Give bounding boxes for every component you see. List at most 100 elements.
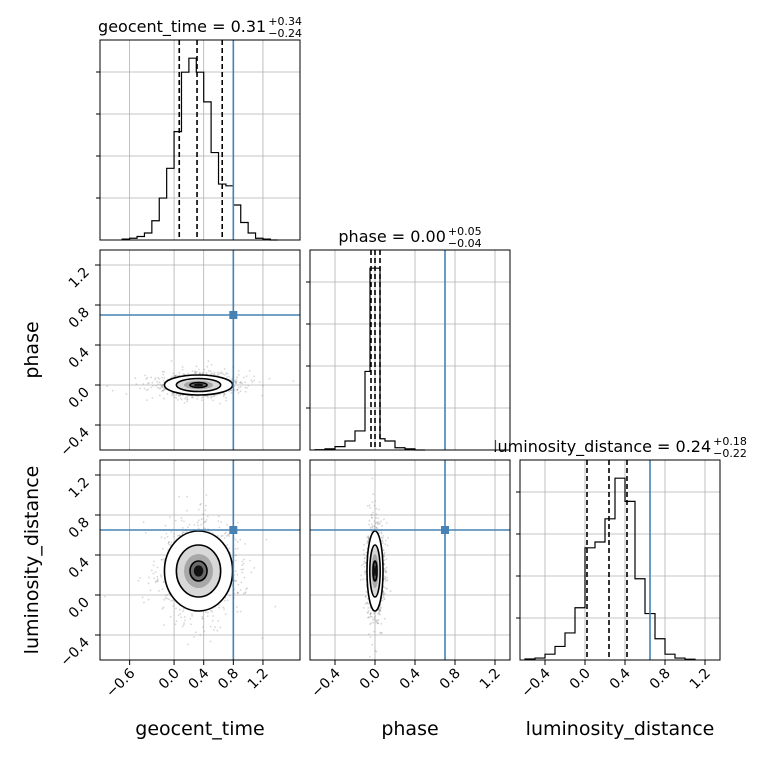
sample-point	[219, 402, 222, 405]
sample-point	[182, 623, 185, 626]
sample-point	[152, 384, 154, 387]
sample-point	[372, 618, 374, 621]
sample-point	[177, 394, 180, 397]
sample-point	[372, 493, 375, 496]
sample-point	[157, 376, 160, 379]
sample-point	[173, 535, 175, 538]
sample-point	[373, 525, 376, 528]
sample-point	[157, 383, 160, 386]
panel-2d-geocent_time-luminosity_distance	[99, 459, 301, 661]
sample-point	[206, 515, 209, 518]
sample-point	[224, 374, 227, 376]
sample-point	[387, 536, 389, 539]
sample-point	[379, 613, 381, 616]
sample-point	[378, 508, 380, 511]
sample-point	[369, 655, 371, 658]
title-phase: phase = 0.00 +0.05−0.04	[338, 225, 481, 250]
sample-point	[226, 372, 229, 375]
sample-point	[188, 523, 191, 526]
sample-point	[236, 606, 238, 608]
sample-point	[161, 370, 164, 373]
sample-point	[176, 374, 178, 376]
sample-point	[369, 636, 372, 638]
sample-point	[181, 625, 184, 628]
sample-point	[262, 384, 264, 387]
sample-point	[170, 599, 173, 602]
sample-point	[152, 564, 155, 567]
x-tick-label-geocent_time: 1.2	[245, 666, 272, 693]
y-tick-label-phase: 1.2	[66, 265, 93, 292]
sample-point	[378, 609, 381, 612]
sample-point	[165, 532, 168, 535]
sample-point	[226, 376, 228, 379]
sample-point	[172, 372, 175, 375]
sample-point	[253, 379, 256, 382]
sample-point	[166, 535, 169, 538]
sample-point	[174, 519, 177, 522]
sample-point	[237, 373, 240, 376]
sample-point	[382, 593, 385, 596]
sample-point	[143, 601, 145, 604]
sample-point	[251, 381, 254, 384]
sample-point	[381, 599, 384, 602]
sample-point	[385, 569, 387, 572]
sample-point	[265, 538, 268, 541]
sample-point	[367, 537, 370, 540]
sample-point	[234, 380, 237, 383]
sample-point	[202, 617, 204, 620]
sample-point	[210, 609, 212, 612]
sample-point	[236, 610, 239, 613]
sample-point	[389, 590, 392, 592]
sample-point	[143, 387, 146, 390]
sample-point	[373, 616, 376, 619]
panel-hist-luminosity_distance	[516, 459, 721, 661]
sample-point	[385, 580, 387, 583]
sample-point	[245, 375, 248, 378]
title-geocent-time: geocent_time = 0.31 +0.34−0.24	[98, 15, 302, 40]
sample-point	[213, 372, 216, 374]
sample-point	[241, 382, 244, 385]
sample-point	[371, 643, 374, 646]
sample-point	[166, 594, 169, 596]
sample-point	[241, 560, 244, 563]
sample-point	[154, 571, 157, 573]
sample-point	[150, 569, 153, 572]
sample-point	[183, 520, 185, 523]
sample-point	[212, 399, 214, 402]
sample-point	[234, 554, 236, 557]
sample-point	[175, 607, 177, 610]
sample-point	[156, 580, 159, 583]
sample-point	[225, 535, 228, 537]
sample-point	[161, 383, 164, 386]
sample-point	[373, 618, 376, 621]
sample-point	[385, 558, 388, 560]
sample-point	[235, 554, 238, 557]
sample-point	[198, 371, 201, 374]
sample-point	[148, 576, 150, 579]
sample-point	[234, 580, 237, 582]
sample-point	[194, 370, 197, 373]
sample-point	[166, 393, 169, 395]
sample-point	[106, 385, 109, 387]
y-tick-label-phase: 0.8	[66, 305, 93, 332]
sample-point	[383, 559, 386, 562]
sample-point	[220, 535, 223, 537]
sample-point	[369, 615, 372, 617]
sample-point	[377, 622, 379, 625]
sample-point	[236, 573, 239, 576]
sample-point	[375, 521, 378, 524]
sample-point	[379, 606, 382, 609]
sample-point	[156, 566, 159, 569]
sample-point	[362, 578, 365, 581]
sample-point	[160, 558, 163, 561]
sample-point	[217, 535, 220, 537]
sample-point	[369, 606, 372, 609]
sample-point	[201, 618, 204, 620]
sample-point	[237, 591, 240, 594]
sample-point	[218, 606, 221, 609]
sample-point	[370, 622, 372, 624]
sample-point	[187, 372, 189, 375]
sample-point	[239, 610, 242, 613]
sample-point	[374, 500, 377, 502]
sample-point	[363, 544, 365, 546]
